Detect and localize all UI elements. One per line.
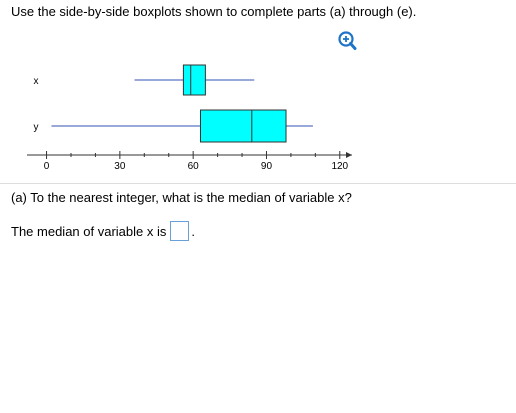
- series-label: x: [34, 76, 39, 87]
- answer-input[interactable]: [170, 221, 190, 241]
- x-tick-label: 120: [331, 161, 348, 172]
- answer-row: The median of variable x is .: [11, 221, 195, 241]
- boxplot-chart: 0 30 60 90 120 x y: [27, 64, 352, 172]
- instruction: Use the side-by-side boxplots shown to c…: [11, 4, 417, 19]
- axis-arrow: [346, 152, 352, 158]
- answer-suffix: .: [191, 223, 195, 239]
- x-tick-label: 60: [188, 161, 200, 172]
- zoom-icon[interactable]: [337, 31, 357, 51]
- x-tick-label: 30: [114, 161, 126, 172]
- separator: [0, 183, 516, 184]
- series-label: y: [34, 122, 39, 133]
- answer-prompt: The median of variable x is: [11, 223, 167, 239]
- box: [199, 109, 287, 143]
- box: [182, 64, 206, 96]
- question: (a) To the nearest integer, what is the …: [11, 190, 352, 205]
- x-tick-label: 0: [44, 161, 50, 172]
- x-tick-label: 90: [261, 161, 273, 172]
